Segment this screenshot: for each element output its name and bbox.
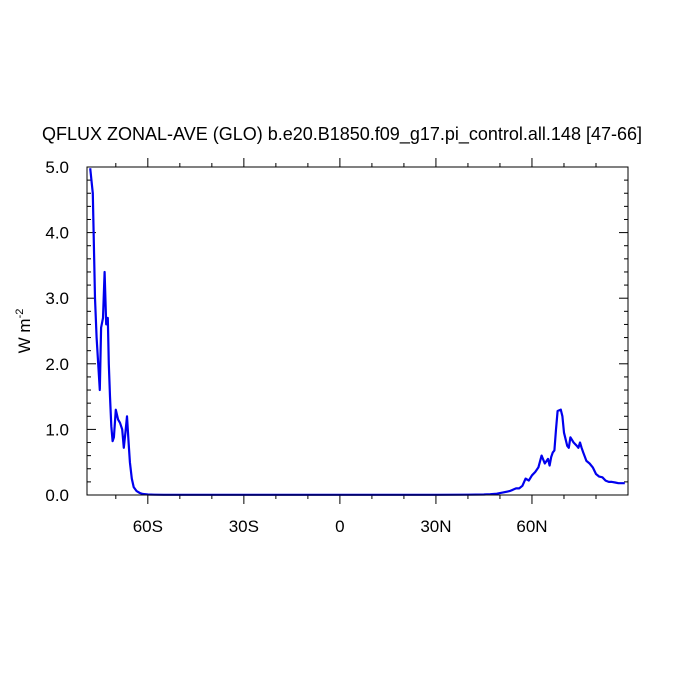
y-tick-label: 4.0 (45, 224, 69, 243)
y-tick-label: 5.0 (45, 158, 69, 177)
y-tick-label: 0.0 (45, 486, 69, 505)
x-tick-label: 30N (420, 517, 451, 536)
y-axis-label-exponent: -2 (14, 309, 26, 319)
series-line-0 (89, 168, 625, 496)
plot-frame (86, 166, 629, 496)
x-tick-label: 60S (133, 517, 163, 536)
x-tick-label: 0 (335, 517, 344, 536)
axis-ticks (87, 158, 628, 504)
y-tick-label: 3.0 (45, 289, 69, 308)
tick-labels: 0.0 1.0 2.0 3.0 4.0 5.0 60S 30S 0 30N 60N (45, 158, 547, 536)
x-tick-label: 30S (229, 517, 259, 536)
x-tick-label: 60N (516, 517, 547, 536)
y-axis-label-text: W m (15, 318, 34, 353)
chart-title: QFLUX ZONAL-AVE (GLO) b.e20.B1850.f09_g1… (42, 124, 642, 145)
y-tick-label: 2.0 (45, 355, 69, 374)
series-layer (89, 168, 625, 496)
y-axis-label: W m-2 (14, 309, 34, 354)
y-tick-label: 1.0 (45, 420, 69, 439)
